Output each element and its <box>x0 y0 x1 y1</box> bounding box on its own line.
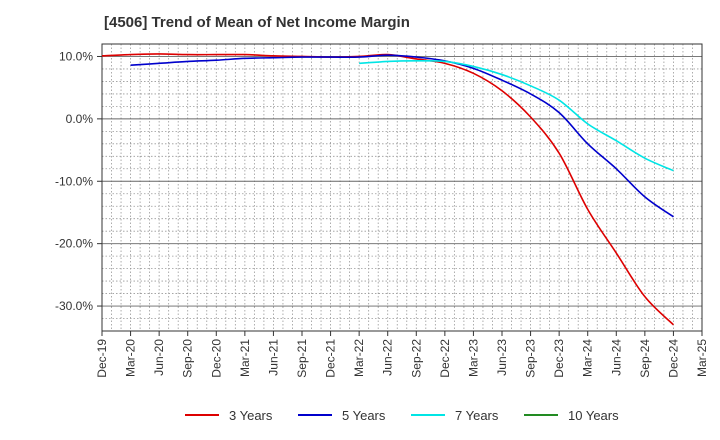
legend-label: 3 Years <box>229 407 273 423</box>
series-lines <box>101 53 674 326</box>
y-major-gridlines <box>102 56 702 307</box>
y-axis: 10.0% 0.0% -10.0% -20.0% -30.0% <box>55 49 102 313</box>
x-tick-label: Dec-20 <box>209 339 223 378</box>
x-tick-label: Sep-21 <box>295 339 309 378</box>
x-tick-label: Jun-24 <box>609 339 623 376</box>
x-tick-label: Dec-24 <box>666 339 680 378</box>
x-tick-label: Mar-23 <box>466 339 480 377</box>
legend-swatch <box>298 414 332 416</box>
x-tick-label: Jun-20 <box>152 339 166 376</box>
legend-label: 7 Years <box>455 407 499 423</box>
y-tick-label: 10.0% <box>59 49 93 63</box>
legend-item-3-years: 3 Years <box>185 404 272 426</box>
legend-label: 5 Years <box>342 407 386 423</box>
legend-item-7-years: 7 Years <box>411 404 498 426</box>
plot-frame <box>101 43 703 332</box>
x-tick-label: Sep-20 <box>181 339 195 378</box>
legend-swatch <box>411 414 445 416</box>
x-tick-label: Dec-23 <box>552 339 566 378</box>
legend-item-5-years: 5 Years <box>298 404 385 426</box>
y-tick-label: -30.0% <box>55 299 93 313</box>
x-tick-label: Sep-22 <box>409 339 423 378</box>
x-tick-label: Dec-19 <box>95 339 109 378</box>
series-line-7-years <box>359 59 674 172</box>
legend-swatch <box>185 414 219 416</box>
y-tick-label: -20.0% <box>55 237 93 251</box>
x-tick-label: Mar-21 <box>238 339 252 377</box>
x-tick-label: Jun-22 <box>381 339 395 376</box>
x-tick-label: Mar-24 <box>581 339 595 377</box>
x-gridlines <box>111 44 693 331</box>
x-tick-label: Sep-23 <box>524 339 538 378</box>
y-tick-label: 0.0% <box>66 112 94 126</box>
x-axis: Dec-19 Mar-20 Jun-20 Sep-20 Dec-20 Mar-21 Jun-… <box>95 331 709 378</box>
chart-title: [4506] Trend of Mean of Net Income Margi… <box>104 14 410 31</box>
series-line-3-years <box>101 53 674 326</box>
x-tick-label: Dec-22 <box>438 339 452 378</box>
legend-item-10-years: 10 Years <box>524 404 619 426</box>
y-tick-label: -10.0% <box>55 174 93 188</box>
chart-legend: 3 Years 5 Years 7 Years 10 Years <box>0 404 720 426</box>
x-tick-label: Jun-23 <box>495 339 509 376</box>
legend-label: 10 Years <box>568 407 619 423</box>
x-tick-label: Sep-24 <box>638 339 652 378</box>
series-line-5-years <box>130 54 674 218</box>
x-tick-label: Mar-20 <box>124 339 138 377</box>
x-tick-label: Dec-21 <box>324 339 338 378</box>
x-tick-label: Jun-21 <box>266 339 280 376</box>
legend-swatch <box>524 414 558 416</box>
x-tick-label: Mar-22 <box>352 339 366 377</box>
y-gridlines <box>102 43 702 332</box>
x-tick-label: Mar-25 <box>695 339 709 377</box>
